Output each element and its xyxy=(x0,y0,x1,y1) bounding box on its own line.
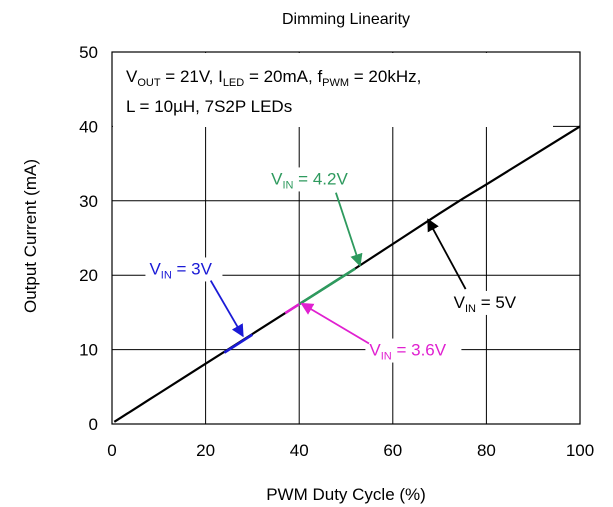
annotation-label-vin36: VIN = 3.6V xyxy=(369,341,446,363)
x-axis-label: PWM Duty Cycle (%) xyxy=(266,485,426,504)
cond-v: V xyxy=(126,67,138,86)
y-tick-50: 50 xyxy=(79,43,98,62)
cond-out-sub: OUT xyxy=(137,77,161,89)
cond-fpwm: = 20kHz, xyxy=(349,67,421,86)
y-tick-20: 20 xyxy=(79,266,98,285)
cond-vout: = 21V, I xyxy=(161,67,223,86)
y-axis-label: Output Current (mA) xyxy=(21,159,40,313)
annotation-vin36: VIN = 3.6V xyxy=(300,302,462,363)
x-tick-100: 100 xyxy=(566,441,594,460)
conditions-box: VOUT = 21V, ILED = 20mA, fPWM = 20kHz, L… xyxy=(113,53,553,127)
annotation-label-vin5: VIN = 5V xyxy=(454,293,517,315)
annotation-bg-vin5 xyxy=(449,290,527,315)
series-line-0 xyxy=(113,125,581,423)
x-tick-80: 80 xyxy=(477,441,496,460)
annotation-vin42: VIN = 4.2V xyxy=(267,167,364,267)
annotation-bg-vin3 xyxy=(145,257,223,282)
conditions-line-1: VOUT = 21V, ILED = 20mA, fPWM = 20kHz, xyxy=(126,67,421,89)
x-tick-0: 0 xyxy=(107,441,116,460)
annotation-arrow-vin5 xyxy=(427,218,467,290)
y-tick-40: 40 xyxy=(79,117,98,136)
annotation-vin5: VIN = 5V xyxy=(427,218,527,315)
annotation-layer: VIN = 5V VIN = 4.2V VIN = 3V VIN = 3.6V xyxy=(145,167,527,363)
annotation-label-vin42: VIN = 4.2V xyxy=(271,169,348,191)
annotation-vin3: VIN = 3V xyxy=(145,257,244,338)
chart-title: Dimming Linearity xyxy=(282,11,410,28)
annotation-arrow-vin42 xyxy=(335,192,363,267)
annotation-arrow-vin36 xyxy=(300,302,370,345)
x-tick-60: 60 xyxy=(383,441,402,460)
y-tick-10: 10 xyxy=(79,341,98,360)
y-tick-0: 0 xyxy=(89,415,98,434)
conditions-line-2: L = 10µH, 7S2P LEDs xyxy=(126,97,292,116)
cond-pwm-sub: PWM xyxy=(322,77,349,89)
annotation-label-vin3: VIN = 3V xyxy=(149,259,212,281)
x-tick-20: 20 xyxy=(196,441,215,460)
annotation-bg-vin42 xyxy=(267,167,364,192)
y-tick-30: 30 xyxy=(79,192,98,211)
x-tick-40: 40 xyxy=(290,441,309,460)
series-line-1 xyxy=(223,333,254,354)
annotation-arrow-vin3 xyxy=(209,280,244,338)
conditions-background xyxy=(113,53,553,127)
cond-iled: = 20mA, f xyxy=(244,67,322,86)
series-layer xyxy=(113,125,581,423)
series-line-3 xyxy=(298,267,357,306)
tick-labels: 0 20 40 60 80 100 0 10 20 30 40 50 xyxy=(79,43,594,460)
cond-led-sub: LED xyxy=(223,77,244,89)
annotation-bg-vin36 xyxy=(365,338,462,363)
